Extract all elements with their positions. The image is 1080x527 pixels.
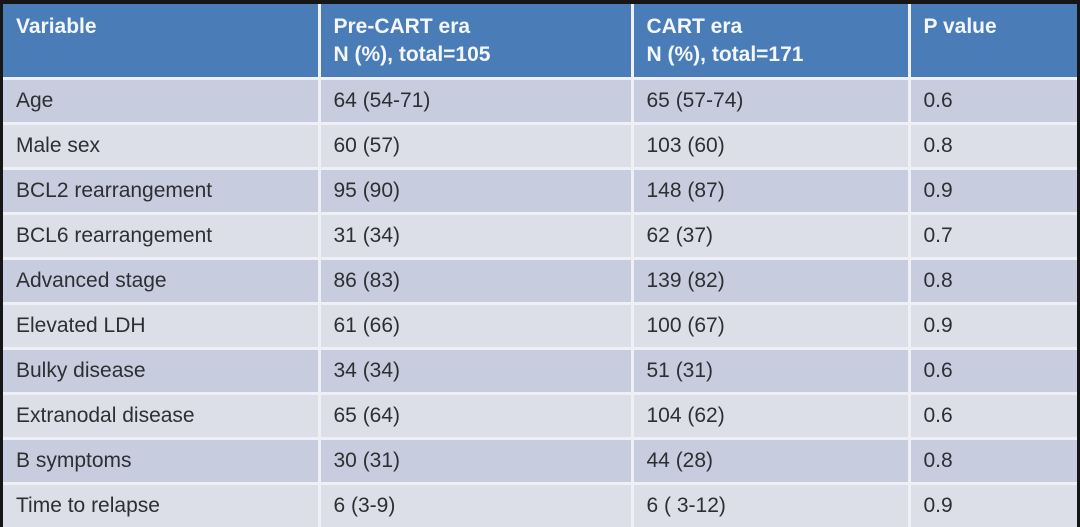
- header-label: P value: [923, 15, 997, 38]
- table-row-bcl6: BCL6 rearrangement 31 (34) 62 (37) 0.7: [3, 213, 1077, 260]
- cell-p-value: 0.6: [909, 348, 1077, 395]
- cell-variable: Extranodal disease: [3, 393, 321, 440]
- cell-pre-cart: 95 (90): [319, 168, 634, 215]
- table-row-time-to-relapse: Time to relapse 6 (3-9) 6 ( 3-12) 0.9: [3, 483, 1077, 527]
- cell-pre-cart: 30 (31): [319, 438, 634, 485]
- cell-variable: Advanced stage: [3, 258, 321, 305]
- header-label: Variable: [16, 15, 97, 38]
- cell-cart: 148 (87): [632, 168, 911, 215]
- cell-cart: 6 ( 3-12): [632, 483, 911, 527]
- cell-cart: 103 (60): [632, 123, 911, 170]
- table-row-b-symptoms: B symptoms 30 (31) 44 (28) 0.8: [3, 438, 1077, 485]
- header-pre-cart-era: Pre-CART era N (%), total=105: [319, 4, 634, 80]
- cell-cart: 65 (57-74): [632, 78, 911, 125]
- cell-pre-cart: 34 (34): [319, 348, 634, 395]
- cell-pre-cart: 60 (57): [319, 123, 634, 170]
- cell-cart: 139 (82): [632, 258, 911, 305]
- header-row: Variable Pre-CART era N (%), total=105 C…: [3, 4, 1077, 80]
- cell-p-value: 0.8: [909, 438, 1077, 485]
- cell-cart: 51 (31): [632, 348, 911, 395]
- cell-variable: BCL2 rearrangement: [3, 168, 321, 215]
- cell-p-value: 0.9: [909, 483, 1077, 527]
- cell-cart: 104 (62): [632, 393, 911, 440]
- table-row-age: Age 64 (54-71) 65 (57-74) 0.6: [3, 78, 1077, 125]
- slide-frame: Variable Pre-CART era N (%), total=105 C…: [3, 4, 1077, 527]
- table-row-extranodal-disease: Extranodal disease 65 (64) 104 (62) 0.6: [3, 393, 1077, 440]
- header-label: Pre-CART era: [333, 15, 471, 38]
- cell-p-value: 0.8: [909, 258, 1077, 305]
- cell-p-value: 0.8: [909, 123, 1077, 170]
- table-row-male-sex: Male sex 60 (57) 103 (60) 0.8: [3, 123, 1077, 170]
- header-p-value: P value: [909, 4, 1077, 80]
- cell-p-value: 0.9: [909, 168, 1077, 215]
- table-row-advanced-stage: Advanced stage 86 (83) 139 (82) 0.8: [3, 258, 1077, 305]
- cell-p-value: 0.6: [909, 78, 1077, 125]
- cell-variable: Male sex: [3, 123, 321, 170]
- cell-p-value: 0.7: [909, 213, 1077, 260]
- cell-variable: B symptoms: [3, 438, 321, 485]
- cell-variable: Age: [3, 78, 321, 125]
- table-row-bulky-disease: Bulky disease 34 (34) 51 (31) 0.6: [3, 348, 1077, 395]
- cell-p-value: 0.6: [909, 393, 1077, 440]
- header-subline: N (%), total=105: [333, 43, 491, 66]
- cell-variable: Time to relapse: [3, 483, 321, 527]
- table-row-bcl2: BCL2 rearrangement 95 (90) 148 (87) 0.9: [3, 168, 1077, 215]
- header-cart-era: CART era N (%), total=171: [632, 4, 911, 80]
- cell-pre-cart: 65 (64): [319, 393, 634, 440]
- cell-pre-cart: 61 (66): [319, 303, 634, 350]
- cell-pre-cart: 6 (3-9): [319, 483, 634, 527]
- cell-p-value: 0.9: [909, 303, 1077, 350]
- cell-pre-cart: 64 (54-71): [319, 78, 634, 125]
- cell-variable: Bulky disease: [3, 348, 321, 395]
- header-subline: N (%), total=171: [646, 43, 804, 66]
- cell-variable: Elevated LDH: [3, 303, 321, 350]
- header-label: CART era: [646, 15, 743, 38]
- table-row-elevated-ldh: Elevated LDH 61 (66) 100 (67) 0.9: [3, 303, 1077, 350]
- cell-cart: 62 (37): [632, 213, 911, 260]
- header-variable: Variable: [3, 4, 321, 80]
- cell-cart: 44 (28): [632, 438, 911, 485]
- cell-pre-cart: 86 (83): [319, 258, 634, 305]
- cell-variable: BCL6 rearrangement: [3, 213, 321, 260]
- cell-cart: 100 (67): [632, 303, 911, 350]
- patient-characteristics-table: Variable Pre-CART era N (%), total=105 C…: [3, 4, 1077, 527]
- cell-pre-cart: 31 (34): [319, 213, 634, 260]
